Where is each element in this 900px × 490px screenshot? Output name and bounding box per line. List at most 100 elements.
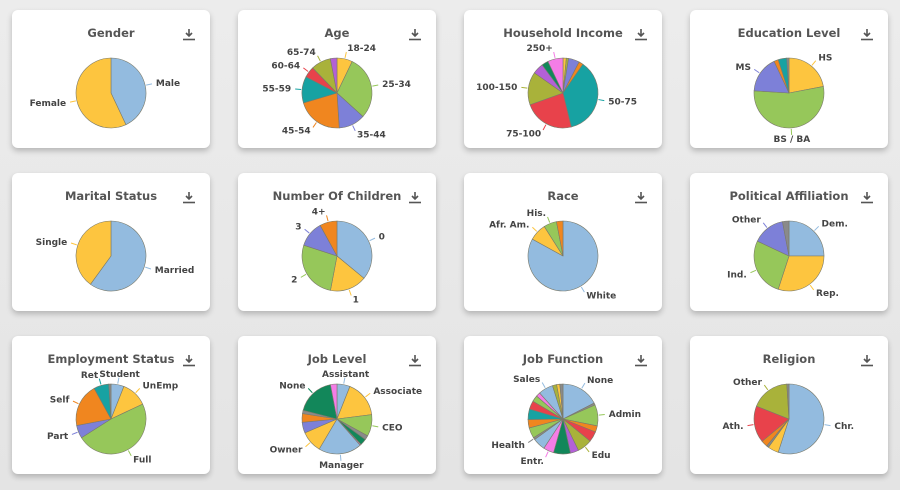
download-icon [861,29,873,41]
slice-label: Manager [319,461,364,471]
pie-slice[interactable] [786,57,790,94]
pie-slice-250-[interactable] [547,57,564,94]
label-connector [98,378,102,385]
label-connector [372,425,379,428]
pie-slice-self[interactable] [75,387,112,426]
slice-label: 60-64 [271,61,300,71]
chart-title: Race [547,189,579,203]
download-button[interactable] [182,352,196,367]
pie-chart: None Admin Edu Entr. Health Sales [491,375,641,467]
slice-label: 50-75 [608,97,637,107]
slice-label: 250+ [526,44,552,54]
label-connector [72,400,79,405]
chart-title: Age [324,26,350,40]
chart-card-gender: Gender Male Female [12,10,210,148]
pie-slice-dem-[interactable] [788,220,825,257]
chart-card-employment-status: Employment Status Student UnEmp Full Part Sel… [12,336,210,474]
label-connector [145,266,152,270]
pie-slice-25-34[interactable] [336,61,373,117]
pie-slice-none[interactable] [302,384,338,420]
download-button[interactable] [634,189,648,204]
label-connector [750,269,757,274]
slice-label: Associate [373,387,422,397]
download-button[interactable] [408,352,422,367]
pie-slice-female[interactable] [75,57,127,129]
pie-slice-45-54[interactable] [303,92,340,129]
slice-label: Edu [592,451,611,461]
pie-slice-rep-[interactable] [777,255,825,292]
pie-slice-bs-ba[interactable] [753,86,825,129]
label-connector [753,68,760,74]
slice-label: Full [133,455,151,465]
download-icon [635,29,647,41]
pie-slice-married[interactable] [90,220,147,292]
pie-slice-2[interactable] [301,244,338,291]
pie-chart: Chr. Ath. Other [722,378,854,455]
download-button[interactable] [860,189,874,204]
download-button[interactable] [634,26,648,41]
slice-label: UnEmp [142,381,178,391]
chart-title: Marital Status [64,189,158,203]
slice-label: Dem. [822,219,848,229]
pie-slice-manager[interactable] [318,418,361,455]
download-button[interactable] [408,26,422,41]
pie-slice-male[interactable] [110,57,147,126]
label-connector [135,388,141,394]
slice-label: 45-54 [282,127,311,137]
chart-title: Number Of Children [272,189,402,203]
label-connector [352,125,356,132]
download-icon [183,355,195,367]
slice-label: None [279,381,305,391]
label-connector [545,451,549,458]
pie-slice[interactable] [786,383,790,420]
pie-slice[interactable] [559,383,564,420]
slice-label: Married [155,266,195,276]
pie-chart: 0 1 2 3 4+ [291,207,385,305]
download-button[interactable] [634,352,648,367]
download-button[interactable] [182,26,196,41]
label-connector [304,228,310,234]
pie-slice-other[interactable] [756,383,790,420]
chart-card-age: Age 18-24 25-34 35-44 45-54 55-59 60-64 65-74 [238,10,436,148]
slice-label: Other [733,378,762,388]
pie-slice-hs[interactable] [788,57,824,94]
download-button[interactable] [860,352,874,367]
download-button[interactable] [860,26,874,41]
slice-label: His. [527,209,546,219]
download-icon [409,192,421,204]
pie-slice[interactable] [556,220,564,257]
slice-label: Assistant [322,370,370,380]
slice-label: 3 [295,223,301,233]
pie-slice-single[interactable] [75,220,112,285]
pie-chart: White Afr. Am. His. [489,209,616,301]
pie-slice-0[interactable] [336,220,373,279]
label-connector [69,100,76,103]
pie-slice-50-75[interactable] [562,63,599,128]
slice-label: MS [736,63,751,73]
slice-label: Owner [270,445,303,455]
label-connector [295,88,302,91]
pie-slice-75-100[interactable] [529,92,572,129]
label-connector [326,215,329,222]
download-button[interactable] [408,189,422,204]
pie-slice[interactable] [782,220,790,257]
pie-slice[interactable] [108,383,112,420]
slice-label: Entr. [521,457,544,467]
pie-slice[interactable] [329,57,338,94]
chart-card-political-affiliation: Political Affiliation Dem. Rep. Ind. Other [690,173,888,311]
pie-slice-chr-[interactable] [777,383,825,455]
label-connector [300,273,307,278]
pie-slice[interactable] [330,383,338,420]
pie-slice-4-[interactable] [319,220,338,257]
chart-title: Job Function [522,352,604,366]
download-button[interactable] [182,189,196,204]
label-connector [584,446,590,453]
pie-chart: 18-24 25-34 35-44 45-54 55-59 60-64 65-74 [262,44,411,140]
chart-title: Job Level [307,352,367,366]
download-icon [861,192,873,204]
pie-slice-ind-[interactable] [753,240,790,290]
slice-label: Ath. [722,422,743,432]
label-connector [71,431,78,435]
pie-slice-full[interactable] [81,403,147,455]
